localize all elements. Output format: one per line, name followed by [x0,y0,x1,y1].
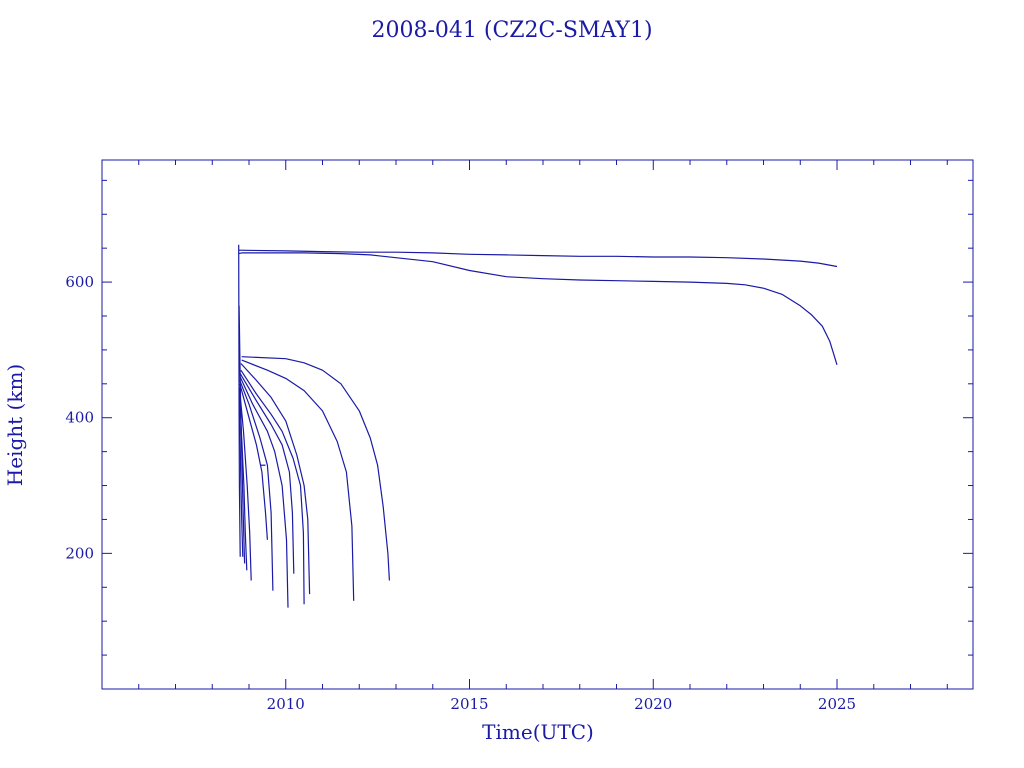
y-tick-label: 200 [65,544,94,562]
series-line-14 [238,305,246,564]
series-line-6 [240,363,311,595]
x-tick-label: 2010 [267,695,305,713]
plot-frame [101,159,974,690]
axis-ticks: 2010 2015 2020 2025 200 400 600 [65,160,973,713]
series-line-10 [239,380,274,591]
series-line-7 [240,369,305,605]
y-tick-label: 400 [65,409,94,427]
series-line-1 [238,252,838,365]
x-tick-label: 2025 [818,695,856,713]
series-line-12 [238,387,252,581]
y-axis-label: Height (km) [3,364,27,486]
chart-title: 2008-041 (CZ2C-SMAY1) [371,18,652,43]
series-line-8 [239,373,295,574]
series-line-2 [238,249,838,268]
series-line-11 [239,383,268,540]
x-axis-label: Time(UTC) [482,720,594,744]
series-line-5 [241,359,355,601]
y-tick-label: 600 [65,273,94,291]
series-line-9 [239,376,289,608]
x-tick-label: 2020 [634,695,672,713]
trajectory-lines [238,244,838,608]
x-tick-label: 2015 [450,695,488,713]
series-line-15 [238,397,244,557]
series-line-4 [241,356,390,581]
